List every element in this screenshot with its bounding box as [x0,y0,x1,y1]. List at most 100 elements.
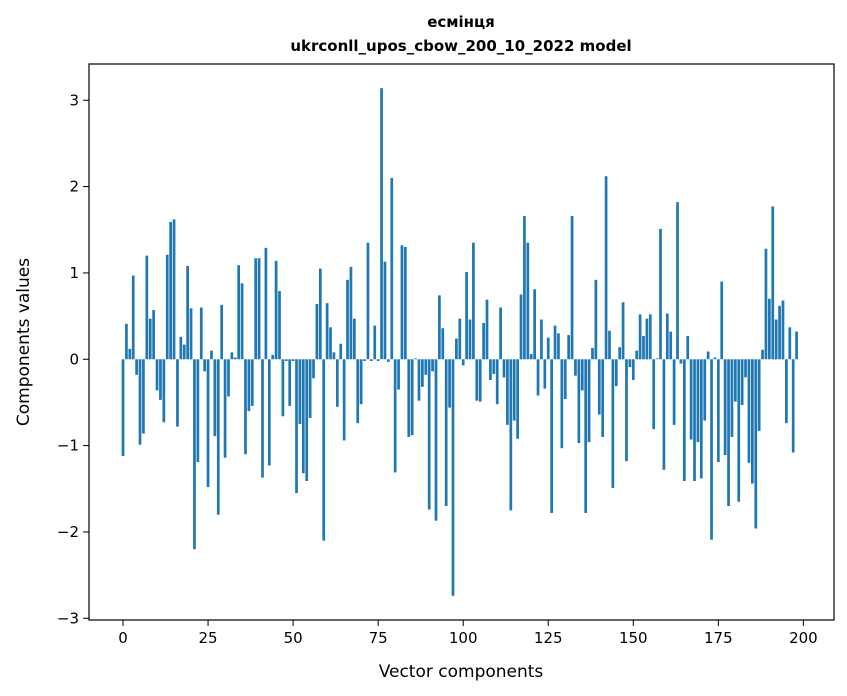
bar [730,359,734,437]
bar [271,354,275,360]
bar [142,359,145,434]
bar [128,348,132,360]
bar [506,359,509,425]
x-tick-label: 100 [449,629,478,647]
bar [213,359,217,437]
bar [448,359,451,408]
y-tick-label: −1 [57,437,79,455]
bar [686,335,690,360]
bar [359,359,363,405]
bar [699,359,703,479]
bar [540,319,543,360]
x-tick-label: 150 [619,629,648,647]
bar [536,359,540,396]
bars-group [121,88,798,596]
bar [186,266,190,360]
bar [393,359,397,473]
bar [485,299,489,360]
bar [648,314,652,360]
bar [778,305,781,360]
y-tick-label: 2 [69,178,79,196]
bar [220,304,224,360]
bar [509,359,513,511]
y-tick-label: −2 [57,523,79,541]
bar [747,359,751,463]
bar [278,291,281,360]
bar [223,359,227,458]
bar [308,359,312,418]
bar [621,302,625,360]
bar [288,359,292,406]
bar [162,359,166,423]
bar [250,359,254,406]
bar [516,359,519,439]
bar [492,359,496,374]
bar [611,359,615,488]
plot-frame [88,63,835,621]
bar [196,359,200,463]
bar [421,359,424,387]
bar [795,331,798,360]
bar [771,206,775,360]
bar [693,359,696,481]
bar [455,338,458,360]
bar [397,359,400,390]
bar [475,359,479,401]
bar [703,359,707,421]
bar [665,313,669,360]
bar [553,325,557,360]
bar [315,304,319,360]
x-tick-label: 125 [534,629,563,647]
bar [757,359,761,431]
bar [182,344,186,360]
bar [543,359,547,389]
x-tick-label: 0 [118,629,128,647]
bar [434,359,438,521]
bar [781,300,785,360]
bar [373,325,377,360]
bar [240,283,244,360]
bar [679,359,683,364]
bar [720,281,724,360]
bar [580,359,584,391]
bar [247,359,251,412]
bar [172,219,176,360]
x-tick-label: 175 [704,629,733,647]
bar [305,359,309,481]
bar [261,359,264,478]
bar [159,359,162,400]
bar [189,308,193,360]
y-tick-label: −3 [57,609,79,627]
y-tick-label: 0 [69,350,79,368]
x-axis-label: Vector components [379,662,544,682]
bar [754,359,758,529]
bar [625,359,628,462]
bar [254,258,258,360]
bar [563,359,567,399]
y-axis-label: Components values [14,258,34,426]
bar [764,248,768,360]
bar [533,289,536,360]
bar [284,359,288,361]
bar [148,318,152,360]
bar [176,359,179,427]
y-tick-label: 1 [69,264,79,282]
bar [431,359,434,372]
bar [131,275,135,360]
bar [291,359,295,361]
bar [230,352,234,360]
bar [179,336,183,360]
bar [737,359,741,502]
bar [550,359,554,513]
bar [210,350,213,360]
bar [427,359,431,510]
y-tick-label: 3 [69,91,79,109]
bar [560,359,564,449]
bar [723,359,727,456]
bar [676,202,679,360]
bar [121,359,125,456]
bar [482,323,485,360]
bar [169,221,172,360]
bar [465,272,468,360]
bar [390,177,394,360]
